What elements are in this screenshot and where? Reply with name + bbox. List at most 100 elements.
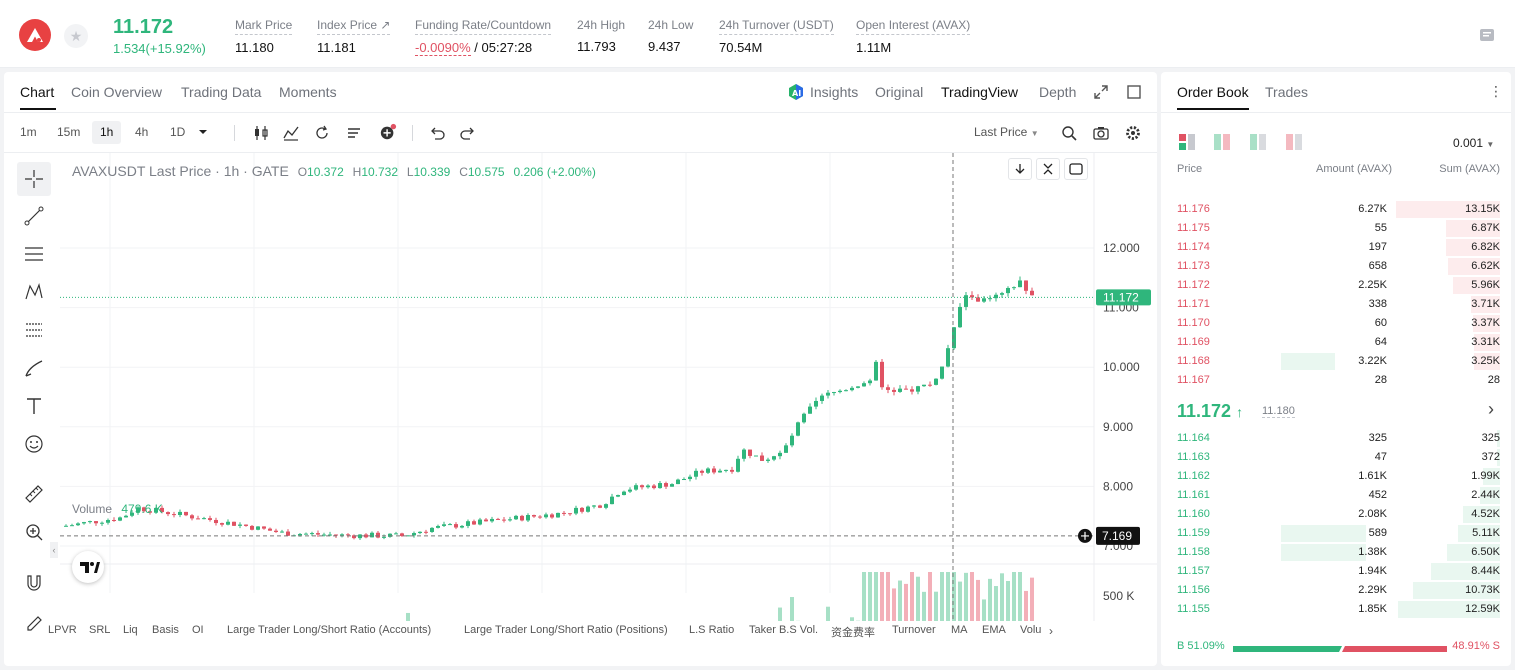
indicator-ltlsr-positions[interactable]: Large Trader Long/Short Ratio (Positions… xyxy=(464,624,668,636)
indicator-oi[interactable]: OI xyxy=(192,624,204,636)
ask-row[interactable]: 11.171 338 3.71K xyxy=(1161,295,1511,314)
tab-coin-overview[interactable]: Coin Overview xyxy=(71,84,163,100)
indicator-funding-rate[interactable]: 资金费率 xyxy=(831,627,875,639)
lock-drawings-tool[interactable] xyxy=(17,604,51,638)
templates-icon[interactable] xyxy=(345,124,363,142)
timeframe-1h[interactable]: 1h xyxy=(92,121,122,144)
crosshair-tool[interactable] xyxy=(17,162,51,196)
chevron-right-icon[interactable]: › xyxy=(1049,624,1053,638)
bid-row[interactable]: 11.155 1.85K 12.59K xyxy=(1161,600,1511,619)
ask-row[interactable]: 11.176 6.27K 13.15K xyxy=(1161,200,1511,219)
tab-trades[interactable]: Trades xyxy=(1265,84,1309,100)
ask-row[interactable]: 11.175 55 6.87K xyxy=(1161,219,1511,238)
ask-row[interactable]: 11.174 197 6.82K xyxy=(1161,238,1511,257)
fib-tool[interactable] xyxy=(17,313,51,347)
search-icon[interactable] xyxy=(1060,124,1078,142)
ruler-tool[interactable] xyxy=(17,477,51,511)
ask-row[interactable]: 11.173 658 6.62K xyxy=(1161,257,1511,276)
stat-mark-price[interactable]: Mark Price 11.180 xyxy=(235,18,293,55)
bid-row[interactable]: 11.160 2.08K 4.52K xyxy=(1161,505,1511,524)
settings-gear-icon[interactable] xyxy=(1124,124,1142,142)
legend-settings-button[interactable] xyxy=(1064,158,1088,180)
notes-icon[interactable] xyxy=(1478,27,1496,43)
tab-insights[interactable]: Insights xyxy=(810,84,859,100)
stat-funding-rate[interactable]: Funding Rate/Countdown -0.0090% / 05:27:… xyxy=(415,18,552,56)
indicator-ema[interactable]: EMA xyxy=(982,624,1006,636)
indicator-ls-ratio[interactable]: L.S Ratio xyxy=(689,624,735,636)
tab-depth[interactable]: Depth xyxy=(1039,84,1077,100)
view-both-icon[interactable] xyxy=(1179,134,1195,150)
expand-icon[interactable] xyxy=(1094,85,1108,99)
stat-24h-turnover[interactable]: 24h Turnover (USDT) 70.54M xyxy=(719,18,834,55)
collapse-legend-button[interactable] xyxy=(1036,158,1060,180)
indicator-basis[interactable]: Basis xyxy=(152,624,179,636)
indicator-lpvr[interactable]: LPVR xyxy=(48,624,77,636)
timeframe-4h[interactable]: 4h xyxy=(135,125,149,139)
undo-icon[interactable] xyxy=(428,124,446,142)
indicator-ma[interactable]: MA xyxy=(951,624,968,636)
favorite-star-icon[interactable]: ★ xyxy=(64,24,88,48)
bid-row[interactable]: 11.164 325 325 xyxy=(1161,429,1511,448)
chevron-down-icon[interactable] xyxy=(198,129,208,135)
more-options-icon[interactable]: ⋮ xyxy=(1489,83,1503,99)
bid-row[interactable]: 11.159 589 5.11K xyxy=(1161,524,1511,543)
timeframe-15m[interactable]: 15m xyxy=(57,125,81,139)
scroll-down-button[interactable] xyxy=(1008,158,1032,180)
timeframe-1m[interactable]: 1m xyxy=(20,125,37,139)
ask-row[interactable]: 11.172 2.25K 5.96K xyxy=(1161,276,1511,295)
indicator-taker-bs-vol[interactable]: Taker B.S Vol. xyxy=(749,624,819,636)
precision-select[interactable]: 0.001 ▼ xyxy=(1453,136,1495,150)
tab-order-book[interactable]: Order Book xyxy=(1177,84,1249,100)
text-tool[interactable] xyxy=(17,389,51,423)
ask-row[interactable]: 11.169 64 3.31K xyxy=(1161,333,1511,352)
tab-chart[interactable]: Chart xyxy=(20,84,55,100)
tab-moments[interactable]: Moments xyxy=(279,84,337,100)
collapse-toolbar-handle[interactable]: ‹ xyxy=(50,542,58,558)
magnet-tool[interactable] xyxy=(17,566,51,600)
candles-icon[interactable] xyxy=(252,124,270,142)
redo-icon[interactable] xyxy=(459,124,477,142)
tradingview-logo-icon[interactable] xyxy=(72,551,104,583)
bid-row[interactable]: 11.156 2.29K 10.73K xyxy=(1161,581,1511,600)
pattern-tool[interactable] xyxy=(17,275,51,309)
indicator-liq[interactable]: Liq xyxy=(123,624,138,636)
indicator-srl[interactable]: SRL xyxy=(89,624,111,636)
timeframe-1d[interactable]: 1D xyxy=(170,125,186,139)
stat-open-interest[interactable]: Open Interest (AVAX) 1.11M xyxy=(856,18,971,55)
tab-original[interactable]: Original xyxy=(875,84,924,100)
bid-row[interactable]: 11.161 452 2.44K xyxy=(1161,486,1511,505)
tab-tradingview[interactable]: TradingView xyxy=(941,84,1019,100)
brush-tool[interactable] xyxy=(17,351,51,385)
tab-trading-data[interactable]: Trading Data xyxy=(181,84,262,100)
bid-row[interactable]: 11.158 1.38K 6.50K xyxy=(1161,543,1511,562)
emoji-tool[interactable] xyxy=(17,427,51,461)
fullscreen-icon[interactable] xyxy=(1127,85,1141,99)
zoom-in-tool[interactable] xyxy=(17,515,51,549)
depth-bar xyxy=(1497,449,1500,466)
view-asks-icon[interactable] xyxy=(1286,134,1302,150)
stat-index-price[interactable]: Index Price ↗ 11.181 xyxy=(317,18,391,55)
price-source-select[interactable]: Last Price ▼ xyxy=(974,125,1039,139)
indicator-ltlsr-accounts[interactable]: Large Trader Long/Short Ratio (Accounts) xyxy=(227,624,432,636)
replay-icon[interactable] xyxy=(313,124,331,142)
indicator-volume[interactable]: Volu xyxy=(1020,624,1042,636)
horizontal-lines-tool[interactable] xyxy=(17,237,51,271)
bid-row[interactable]: 11.157 1.94K 8.44K xyxy=(1161,562,1511,581)
trend-line-tool[interactable] xyxy=(17,199,51,233)
ask-row[interactable]: 11.167 28 28 xyxy=(1161,371,1511,390)
ask-row[interactable]: 11.170 60 3.37K xyxy=(1161,314,1511,333)
indicators-icon[interactable] xyxy=(282,124,300,142)
view-both-alt-icon[interactable] xyxy=(1214,134,1230,150)
chevron-right-icon[interactable]: › xyxy=(1488,399,1494,419)
insights-ai-icon[interactable]: AI xyxy=(788,84,804,101)
camera-icon[interactable] xyxy=(1092,124,1110,142)
view-bids-icon[interactable] xyxy=(1250,134,1266,150)
bid-row[interactable]: 11.163 47 372 xyxy=(1161,448,1511,467)
add-alert-icon[interactable] xyxy=(379,123,397,141)
bid-row[interactable]: 11.162 1.61K 1.99K xyxy=(1161,467,1511,486)
ask-row[interactable]: 11.168 3.22K 3.25K xyxy=(1161,352,1511,371)
indicator-turnover[interactable]: Turnover xyxy=(892,624,936,636)
mid-price[interactable]: 11.172 ↑ xyxy=(1177,401,1244,421)
volume-bar xyxy=(850,617,854,621)
